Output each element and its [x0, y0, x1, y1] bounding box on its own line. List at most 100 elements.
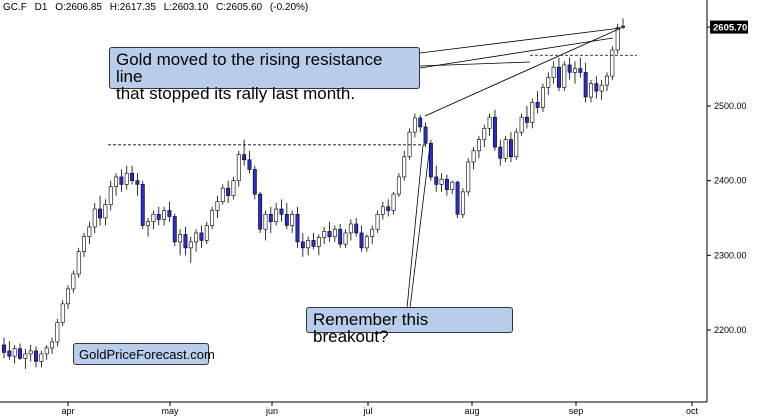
candle [503, 135, 508, 162]
x-tick-label: sep [569, 406, 584, 416]
candle [450, 180, 455, 195]
candle-body [338, 228, 343, 245]
candle [247, 150, 252, 174]
candle [589, 79, 593, 103]
candle-body [284, 213, 289, 226]
candle-body [444, 178, 449, 190]
last-price-marker: 2605.70 [707, 20, 748, 34]
candle-body [434, 176, 439, 185]
candle [236, 150, 241, 187]
candle [418, 114, 423, 133]
candle-body [364, 236, 369, 249]
candle [471, 147, 476, 170]
low-value: L:2603.10 [163, 2, 209, 13]
candle [39, 350, 44, 368]
candle-body [503, 139, 508, 159]
candle [530, 98, 535, 129]
candle-body [151, 213, 156, 223]
symbol: GC.F [3, 2, 27, 13]
candle [140, 180, 145, 230]
candle-body [274, 208, 279, 223]
open-value: O:2606.85 [55, 2, 102, 13]
candle [583, 62, 588, 103]
candle [162, 206, 167, 226]
candle-body [231, 180, 236, 196]
candle [124, 165, 129, 190]
candle [621, 18, 625, 30]
candle [28, 344, 33, 362]
high-value: H:2617.35 [109, 2, 156, 13]
candle-body [450, 181, 455, 190]
candle-body [460, 191, 465, 215]
candle-body [279, 208, 284, 215]
candle-body [386, 206, 391, 211]
candle [615, 23, 620, 54]
watermark-label: GoldPriceForecast.com [73, 343, 215, 365]
candle [242, 139, 247, 166]
candle [375, 210, 380, 233]
candle [204, 221, 209, 245]
candle-body [551, 66, 556, 78]
candle [567, 57, 572, 80]
candle [60, 300, 65, 327]
breakout-callout-text: Remember this breakout? [313, 310, 429, 346]
candle-body [402, 156, 407, 178]
candle-body [428, 143, 433, 178]
candle [610, 46, 615, 80]
candle-body [66, 288, 70, 305]
candle-body [76, 251, 81, 275]
candle [114, 173, 119, 196]
candle-body [194, 232, 199, 243]
candle-body [476, 139, 481, 152]
candle-body [178, 234, 183, 243]
candle-body [215, 201, 220, 211]
candle [263, 210, 268, 241]
candle [71, 270, 76, 293]
candle [605, 72, 609, 92]
candle [34, 346, 38, 368]
candle-body [482, 128, 487, 140]
candle [343, 229, 348, 248]
candle-body [135, 180, 140, 185]
candle-body [146, 221, 151, 226]
annotation-lines-layer [108, 27, 637, 309]
period: D1 [34, 2, 48, 13]
candle-body [439, 178, 444, 185]
candle-body [348, 223, 353, 234]
candle [135, 173, 140, 196]
candle-body [524, 116, 529, 123]
candle [172, 213, 177, 247]
candle [354, 218, 359, 237]
candle [476, 135, 481, 159]
callout-pointer-top [419, 27, 622, 54]
candle-body [605, 75, 609, 86]
candle [460, 188, 465, 218]
candle-body [562, 64, 567, 88]
candle [492, 109, 497, 151]
candle [82, 232, 86, 257]
candle [50, 337, 54, 354]
candle-body [514, 131, 519, 158]
close-value: C:2605.60 [215, 2, 263, 13]
y-ticks: 2200.00 2300.00 2400.00 2500.00 [707, 101, 747, 335]
candle [268, 206, 273, 233]
candle [348, 219, 353, 241]
candle-body [615, 27, 620, 51]
candle [482, 124, 487, 148]
candle-body [412, 117, 417, 133]
candle [156, 206, 161, 226]
candle [215, 195, 220, 218]
candle-body [242, 154, 247, 161]
candle [76, 247, 81, 278]
candle [541, 83, 545, 112]
candle [103, 199, 108, 226]
candle-body [498, 146, 503, 159]
candle [12, 344, 17, 364]
candle [487, 113, 492, 136]
candle [300, 232, 305, 257]
x-tick-label: jun [265, 406, 278, 416]
candle [108, 180, 113, 211]
candle-body [573, 68, 577, 73]
candle [316, 234, 321, 256]
candle [151, 210, 156, 230]
